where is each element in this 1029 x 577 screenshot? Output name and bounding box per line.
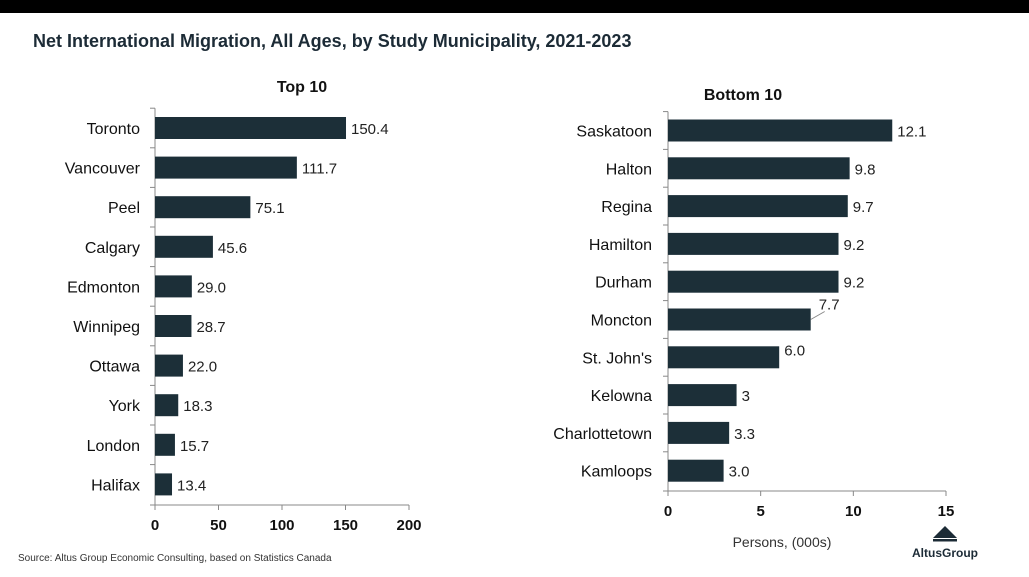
bottom10-value-label: 3: [742, 388, 750, 405]
top10-bar: [155, 394, 179, 417]
bottom10-category-label: Halton: [606, 161, 652, 178]
bottom10-category-label: Moncton: [591, 313, 652, 330]
top10-x-tick-label: 50: [210, 517, 227, 534]
bottom10-x-tick-label: 5: [756, 503, 764, 520]
top10-category-label: Peel: [108, 200, 140, 217]
top10-value-label: 18.3: [183, 398, 212, 415]
bottom10-bar: [668, 384, 737, 407]
bottom10-bar: [668, 119, 893, 142]
top10-value-label: 22.0: [188, 359, 217, 376]
bottom10-bar: [668, 157, 850, 180]
bottom10-x-tick-label: 0: [664, 503, 672, 520]
bottom10-bar: [668, 421, 730, 444]
top10-x-tick-label: 200: [396, 517, 421, 534]
bottom10-category-label: Kelowna: [591, 388, 652, 405]
top10-category-label: Halifax: [91, 477, 140, 494]
top10-bar: [155, 473, 173, 496]
top10-bar: [155, 117, 347, 139]
logo-text: AltusGroup: [912, 546, 978, 560]
bottom10-value-label: 9.7: [853, 199, 874, 216]
top10-x-tick-label: 100: [269, 517, 294, 534]
top10-bar: [155, 196, 251, 219]
altus-triangle-icon: [933, 526, 957, 542]
top10-category-label: Toronto: [87, 121, 140, 138]
top10-bar: [155, 354, 183, 377]
top10-bar: [155, 275, 192, 298]
bottom10-category-label: Charlottetown: [553, 426, 652, 443]
bottom10-category-label: Kamloops: [581, 464, 652, 481]
top10-value-label: 45.6: [218, 240, 247, 257]
bottom10-bar: [668, 459, 724, 482]
bottom10-value-label: 7.7: [819, 297, 840, 314]
bottom10-value-label: 12.1: [897, 124, 926, 141]
bottom10-bar: [668, 270, 839, 293]
bottom10-x-tick-label: 10: [845, 503, 862, 520]
bottom10-chart-title: Bottom 10: [704, 87, 782, 104]
top10-category-label: Winnipeg: [73, 319, 140, 336]
bottom10-bar: [668, 308, 811, 331]
bottom10-value-label: 9.8: [855, 161, 876, 178]
top10-chart-title: Top 10: [277, 79, 327, 96]
chart-title: Net International Migration, All Ages, b…: [33, 31, 632, 51]
bottom10-value-label: 6.0: [784, 342, 805, 359]
top10-x-tick-label: 150: [333, 517, 358, 534]
bottom10-bar: [668, 232, 839, 255]
top10-value-label: 13.4: [177, 477, 206, 494]
bottom10-x-axis-label: Persons, (000s): [733, 534, 832, 550]
bottom10-value-label: 9.2: [844, 275, 865, 292]
bottom10-bar: [668, 195, 848, 218]
top10-category-label: Vancouver: [65, 161, 141, 178]
bottom10-category-label: Regina: [601, 199, 652, 216]
top10-category-label: Ottawa: [89, 359, 140, 376]
bottom10-category-label: Durham: [595, 275, 652, 292]
bottom10-value-label: 9.2: [844, 237, 865, 254]
altus-logo: AltusGroup: [890, 526, 1000, 566]
top10-value-label: 15.7: [180, 438, 209, 455]
top10-bar: [155, 156, 297, 179]
top10-value-label: 29.0: [197, 279, 226, 296]
bottom10-leader-line: [810, 311, 825, 320]
top10-value-label: 150.4: [351, 121, 389, 138]
top10-bar: [155, 235, 213, 258]
top10-category-label: Calgary: [85, 240, 140, 257]
bottom10-bar: [668, 346, 780, 369]
top10-x-tick-label: 0: [151, 517, 159, 534]
source-note: Source: Altus Group Economic Consulting,…: [18, 553, 332, 564]
top10-bar: [155, 315, 192, 337]
bottom10-value-label: 3.3: [734, 426, 755, 443]
top10-category-label: York: [109, 398, 141, 415]
bottom10-category-label: St. John's: [582, 350, 652, 367]
top10-category-label: Edmonton: [67, 279, 140, 296]
bottom10-category-label: Hamilton: [589, 237, 652, 254]
top10-value-label: 75.1: [255, 200, 284, 217]
bottom10-value-label: 3.0: [729, 464, 750, 481]
top10-value-label: 111.7: [302, 161, 337, 178]
top-rule: [0, 0, 1029, 13]
top10-bar: [155, 433, 175, 456]
bottom10-x-tick-label: 15: [938, 503, 955, 520]
bottom10-category-label: Saskatoon: [576, 124, 652, 141]
top10-category-label: London: [87, 438, 140, 455]
top10-value-label: 28.7: [196, 319, 225, 336]
